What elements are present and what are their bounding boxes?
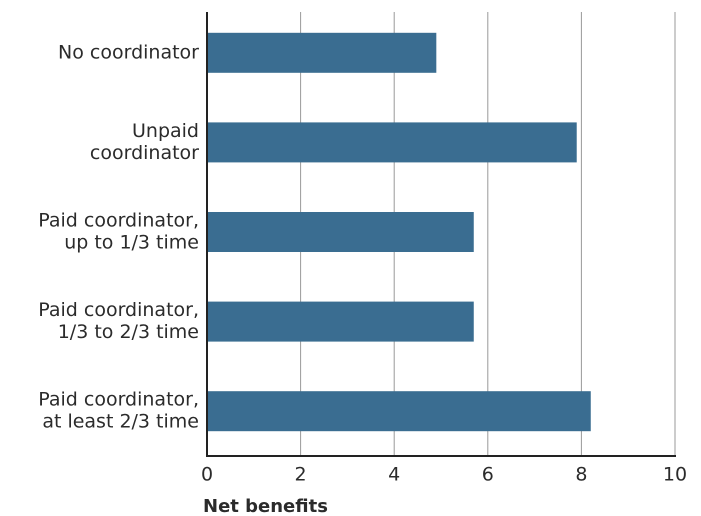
x-tick-label: 6 xyxy=(482,464,494,486)
y-tick-label: at least 2/3 time xyxy=(42,411,199,433)
y-tick-label: Paid coordinator, xyxy=(38,210,199,232)
bar xyxy=(207,212,474,252)
y-tick-label: 1/3 to 2/3 time xyxy=(58,321,199,343)
x-tick-label: 2 xyxy=(295,464,307,486)
bar xyxy=(207,391,591,432)
x-tick-label: 4 xyxy=(388,464,400,486)
y-tick-label: Paid coordinator, xyxy=(38,299,199,321)
y-tick-label: Unpaid xyxy=(132,120,199,142)
x-tick-label: 0 xyxy=(201,464,213,486)
x-tick-label: 10 xyxy=(663,464,687,486)
x-tick-label: 8 xyxy=(575,464,587,486)
y-tick-label: coordinator xyxy=(90,142,199,164)
bar xyxy=(207,122,577,163)
bar xyxy=(207,301,474,342)
y-tick-label: No coordinator xyxy=(58,41,199,63)
bar xyxy=(207,32,437,73)
x-axis-label: Net benefits xyxy=(203,496,328,516)
y-tick-label: Paid coordinator, xyxy=(38,389,199,411)
y-tick-label: up to 1/3 time xyxy=(64,232,199,254)
